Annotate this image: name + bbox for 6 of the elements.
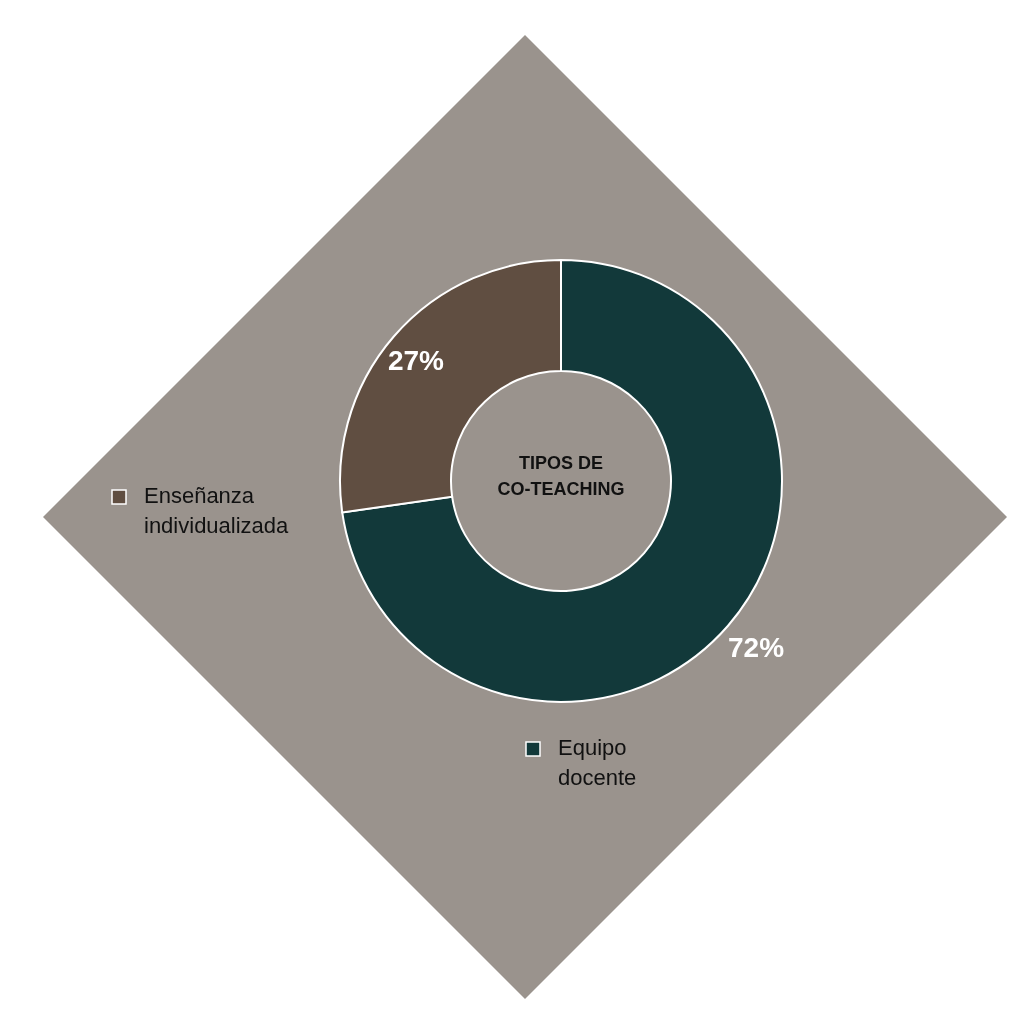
legend-label: Equipo docente	[558, 735, 637, 790]
data-label: 27%	[387, 345, 445, 377]
donut-slice	[341, 259, 783, 703]
data-label: 72%	[728, 631, 785, 663]
legend-label: Enseñanza individualizada	[144, 483, 290, 538]
text: TIPOS DE CO-TEACHING	[497, 453, 625, 499]
